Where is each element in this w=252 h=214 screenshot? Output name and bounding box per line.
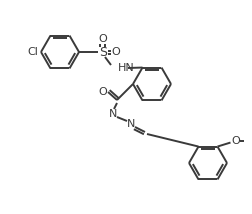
Text: Cl: Cl	[27, 47, 38, 57]
Text: N: N	[126, 119, 135, 129]
Text: O: O	[111, 47, 120, 57]
Text: S: S	[99, 46, 107, 58]
Text: N: N	[108, 109, 117, 119]
Text: HN: HN	[117, 63, 134, 73]
Text: O: O	[98, 87, 107, 97]
Text: O: O	[98, 34, 107, 44]
Text: O: O	[230, 135, 239, 146]
